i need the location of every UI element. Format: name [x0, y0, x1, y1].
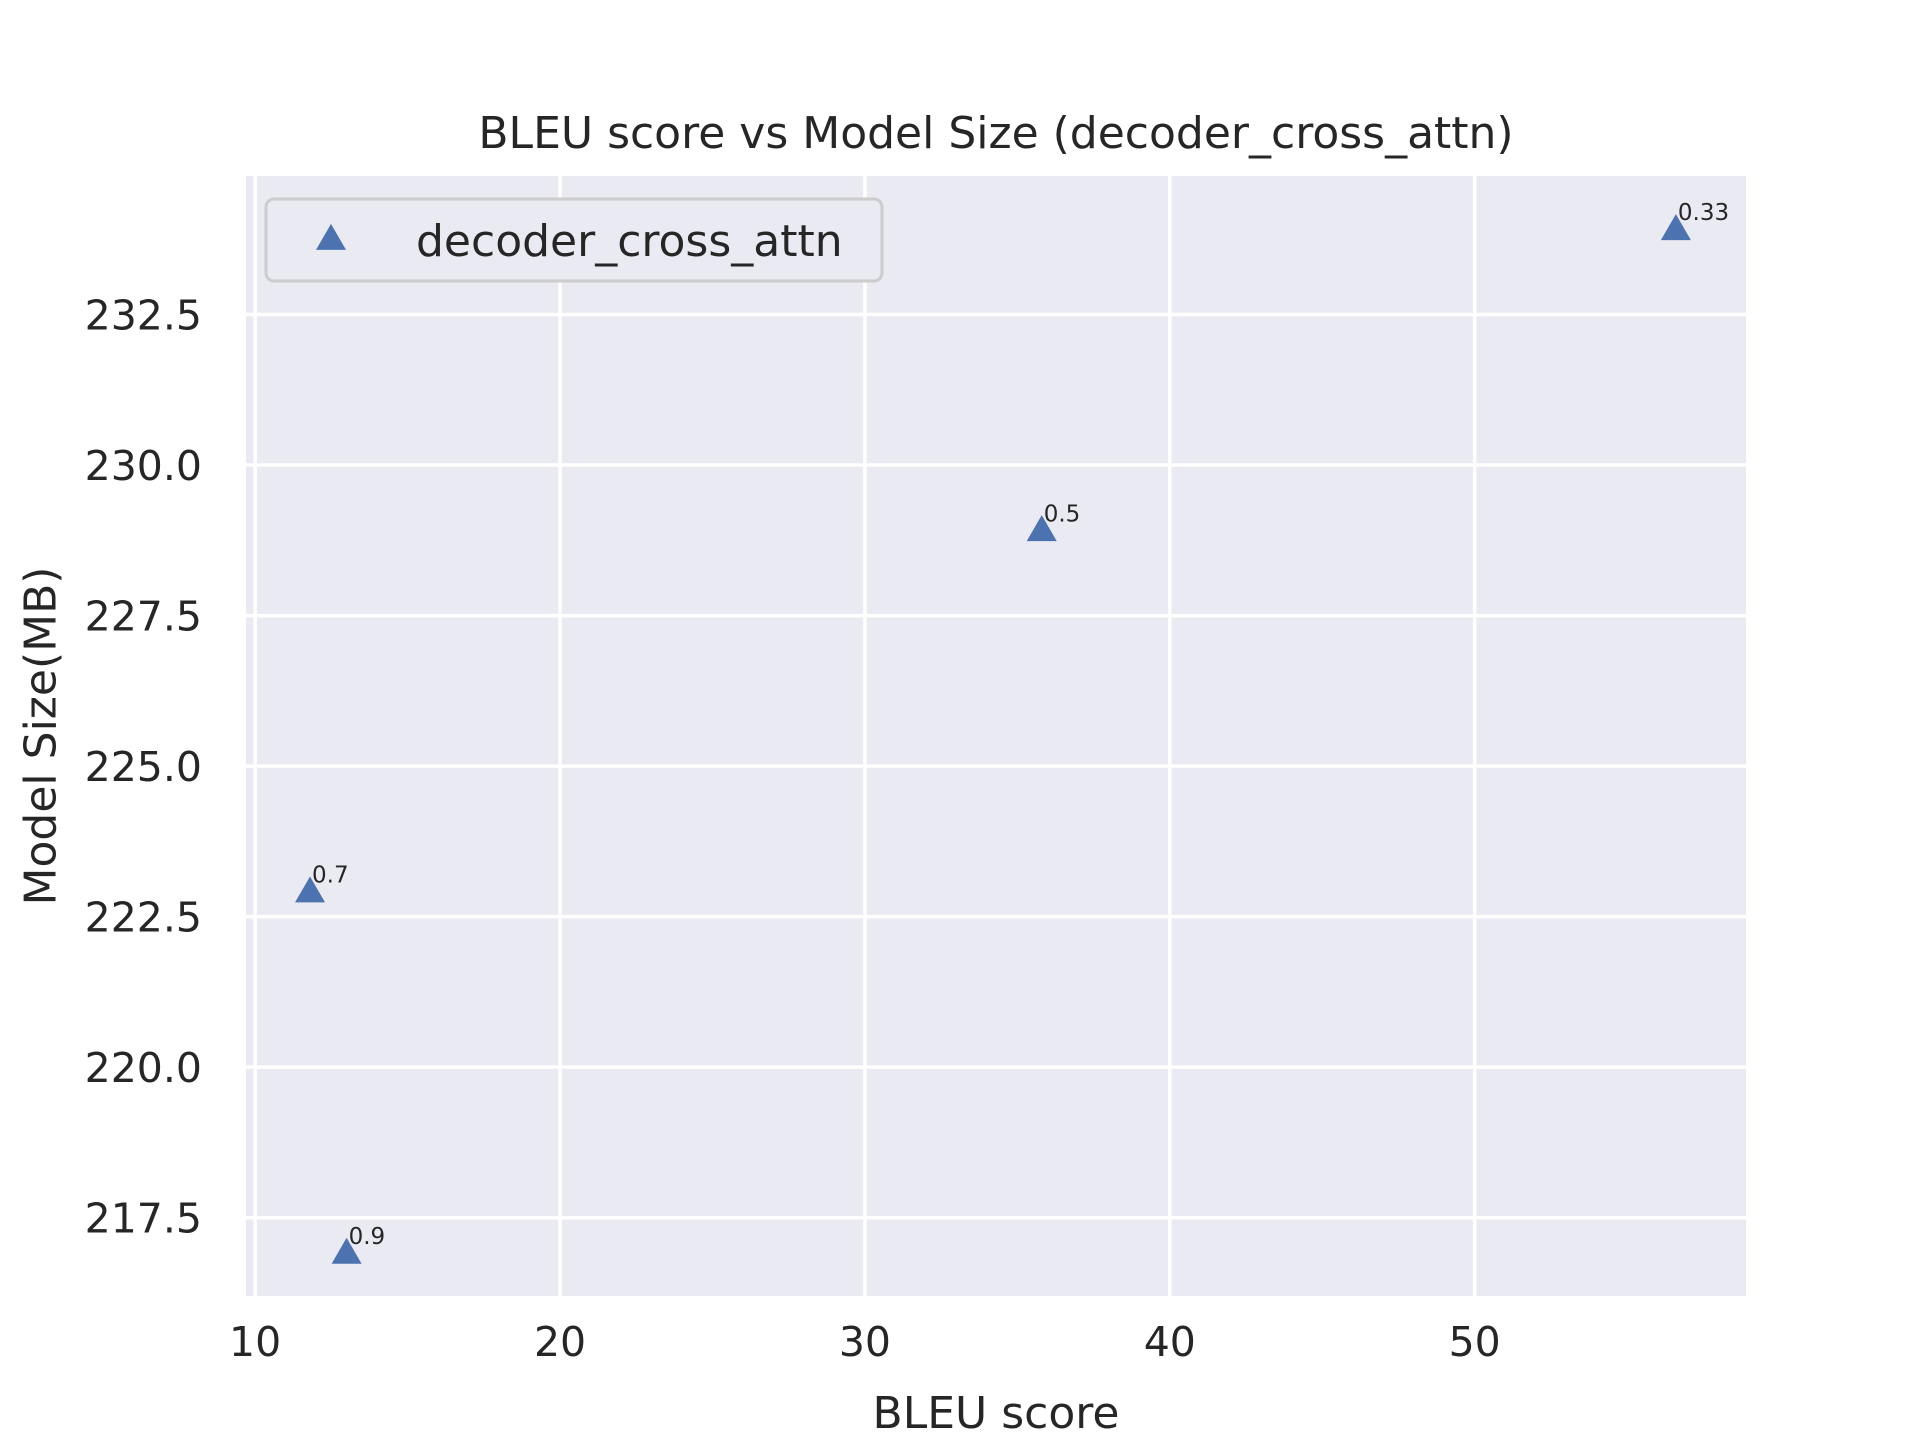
tick-labels: 10 20 30 40 50 217.5 220.0 222.5 225.0 227.5 230.0… [85, 291, 1501, 1366]
x-tick-label: 50 [1449, 1318, 1501, 1366]
x-tick-label: 30 [839, 1318, 891, 1366]
data-point-label: 0.7 [312, 863, 349, 889]
y-tick-label: 225.0 [85, 743, 202, 791]
data-point-label: 0.9 [349, 1224, 386, 1250]
grid-lines [246, 176, 1746, 1296]
legend-box [264, 197, 884, 283]
data-point-triangle [1660, 214, 1691, 241]
data-point-triangle [1026, 515, 1057, 542]
x-axis-label: BLEU score [873, 1388, 1120, 1439]
data-point-triangle [331, 1237, 362, 1264]
x-tick-label: 10 [229, 1318, 281, 1366]
y-axis-label: Model Size(MB) [15, 567, 66, 906]
data-points: 0.33 0.5 0.7 0.9 [295, 200, 1729, 1264]
x-tick-label: 40 [1144, 1318, 1196, 1366]
plot-area [246, 176, 1746, 1296]
chart-title: BLEU score vs Model Size (decoder_cross_… [478, 108, 1513, 159]
legend-label: decoder_cross_attn [416, 216, 843, 267]
x-tick-label: 20 [534, 1318, 586, 1366]
legend: decoder_cross_attn [264, 197, 884, 283]
y-tick-label: 232.5 [85, 291, 202, 339]
data-point-label: 0.33 [1678, 200, 1729, 226]
y-tick-label: 222.5 [85, 894, 202, 942]
y-tick-label: 217.5 [85, 1195, 202, 1243]
y-tick-label: 230.0 [85, 442, 202, 490]
data-point-triangle [295, 876, 326, 903]
y-tick-label: 227.5 [85, 593, 202, 641]
y-tick-label: 220.0 [85, 1044, 202, 1092]
legend-marker-triangle [316, 223, 346, 250]
data-point-label: 0.5 [1044, 501, 1081, 527]
